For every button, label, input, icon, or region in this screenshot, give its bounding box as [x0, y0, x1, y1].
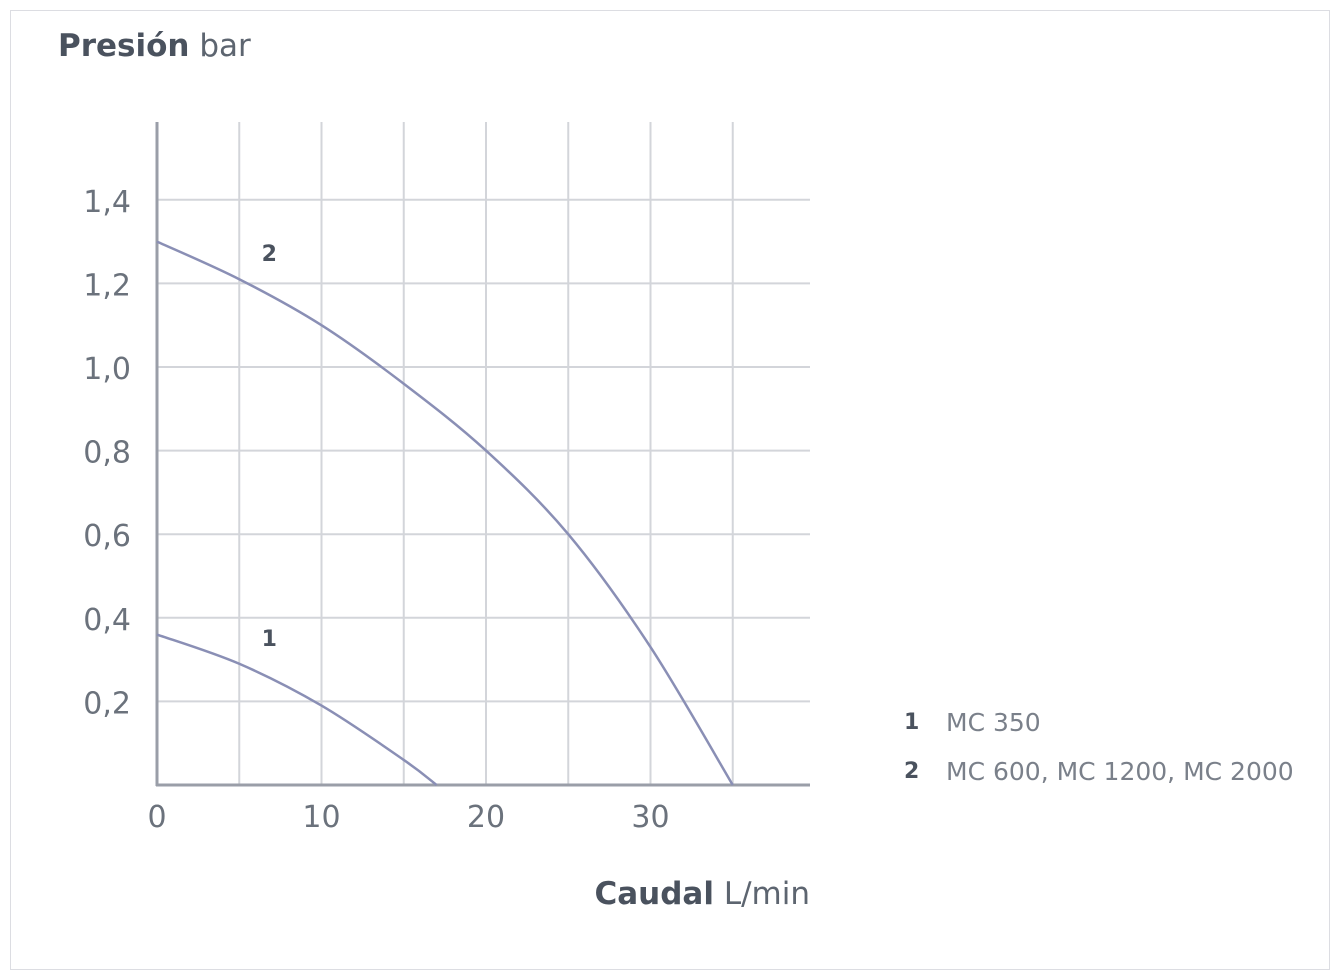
y-axis-title-bold: Presión: [58, 28, 190, 64]
y-tick-label: 0,8: [83, 436, 131, 471]
legend-label: MC 350: [946, 708, 1041, 737]
series-line-1: [156, 633, 438, 786]
x-tick-label: 30: [631, 800, 669, 835]
x-tick-label: 10: [302, 800, 340, 835]
y-tick-label: 0,6: [83, 519, 131, 554]
x-tick-label: 20: [467, 800, 505, 835]
legend-key: 1: [904, 710, 920, 735]
y-axis-title-unit: bar: [199, 28, 251, 64]
x-axis-title: Caudal L/min: [594, 876, 810, 912]
series-label-1: 1: [262, 627, 277, 652]
y-tick-label: 0,2: [83, 686, 131, 721]
x-tick-label: 0: [147, 800, 166, 835]
y-tick-label: 1,2: [83, 268, 131, 303]
legend-item: 1 MC 350: [904, 698, 1294, 747]
y-axis-title: Presión bar: [58, 28, 251, 64]
legend: 1 MC 350 2 MC 600, MC 1200, MC 2000: [904, 698, 1294, 796]
y-tick-label: 1,4: [83, 185, 131, 220]
legend-item: 2 MC 600, MC 1200, MC 2000: [904, 747, 1294, 796]
x-axis-title-unit: L/min: [723, 876, 810, 912]
series-label-2: 2: [262, 242, 277, 267]
y-tick-label: 1,0: [83, 352, 131, 387]
legend-key: 2: [904, 759, 920, 784]
y-tick-label: 0,4: [83, 603, 131, 638]
legend-label: MC 600, MC 1200, MC 2000: [946, 757, 1294, 786]
series-line-2: [156, 240, 734, 786]
x-axis-title-bold: Caudal: [594, 876, 714, 912]
